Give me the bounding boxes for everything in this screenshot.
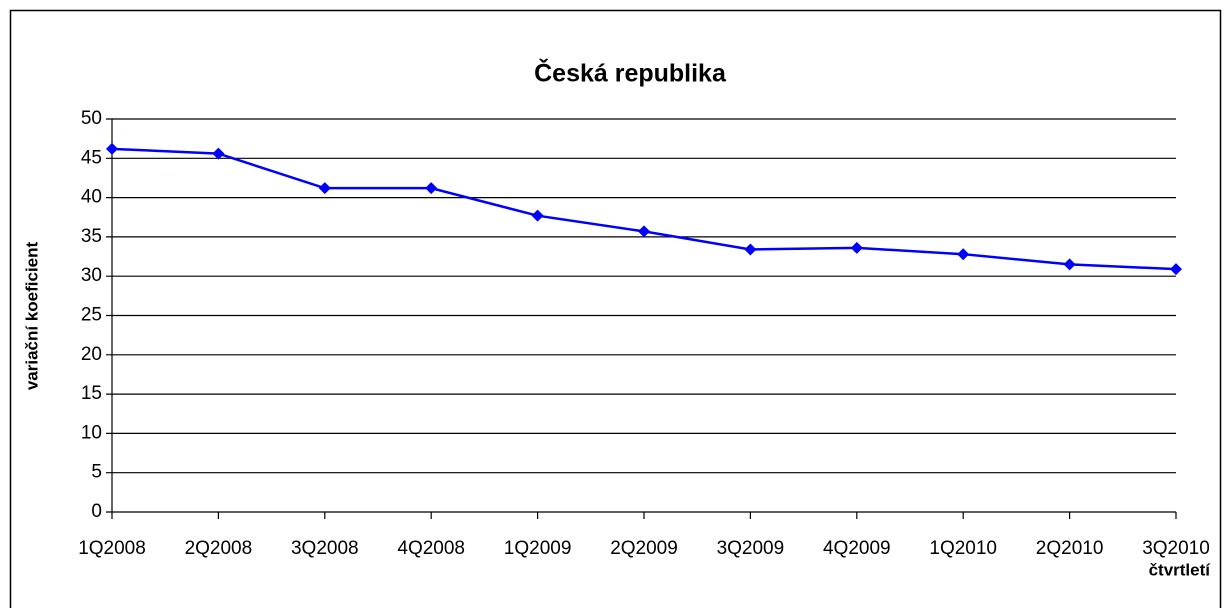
x-tick-label: 1Q2009 <box>504 538 572 559</box>
x-tick-label: 2Q2009 <box>610 538 678 559</box>
chart-title: Česká republika <box>534 58 727 88</box>
data-point <box>531 209 544 222</box>
x-tick-label: 3Q2010 <box>1142 538 1210 559</box>
x-tick-label: 4Q2008 <box>397 538 465 559</box>
data-point <box>744 243 757 256</box>
data-point <box>850 241 863 254</box>
y-tick-label: 10 <box>81 422 102 443</box>
y-tick-label: 45 <box>81 147 102 168</box>
x-tick-label: 2Q2010 <box>1036 538 1104 559</box>
chart-frame <box>9 9 1222 608</box>
y-tick-label: 50 <box>81 108 102 129</box>
data-point <box>212 147 225 160</box>
data-point <box>1063 258 1076 271</box>
y-axis-label: variační koeficient <box>22 241 41 390</box>
x-tick-label: 4Q2009 <box>823 538 891 559</box>
data-point <box>106 142 118 155</box>
y-tick-label: 15 <box>81 383 102 404</box>
y-tick-label: 20 <box>81 344 102 365</box>
data-point <box>425 182 438 195</box>
y-tick-label: 30 <box>81 265 102 286</box>
x-axis-label: čtvrtletí <box>1149 560 1212 579</box>
data-point <box>318 182 331 195</box>
x-tick-label: 3Q2009 <box>717 538 785 559</box>
data-point <box>638 225 650 238</box>
y-tick-label: 5 <box>91 462 102 483</box>
y-tick-label: 0 <box>91 501 102 522</box>
y-tick-label: 35 <box>81 226 102 247</box>
y-tick-label: 25 <box>81 305 102 326</box>
x-tick-label: 1Q2008 <box>78 538 146 559</box>
x-tick-label: 2Q2008 <box>185 538 253 559</box>
y-tick-label: 40 <box>81 187 102 208</box>
data-point <box>1170 263 1182 276</box>
x-tick-label: 3Q2008 <box>291 538 359 559</box>
x-tick-label: 1Q2010 <box>929 538 997 559</box>
data-point <box>957 248 970 261</box>
